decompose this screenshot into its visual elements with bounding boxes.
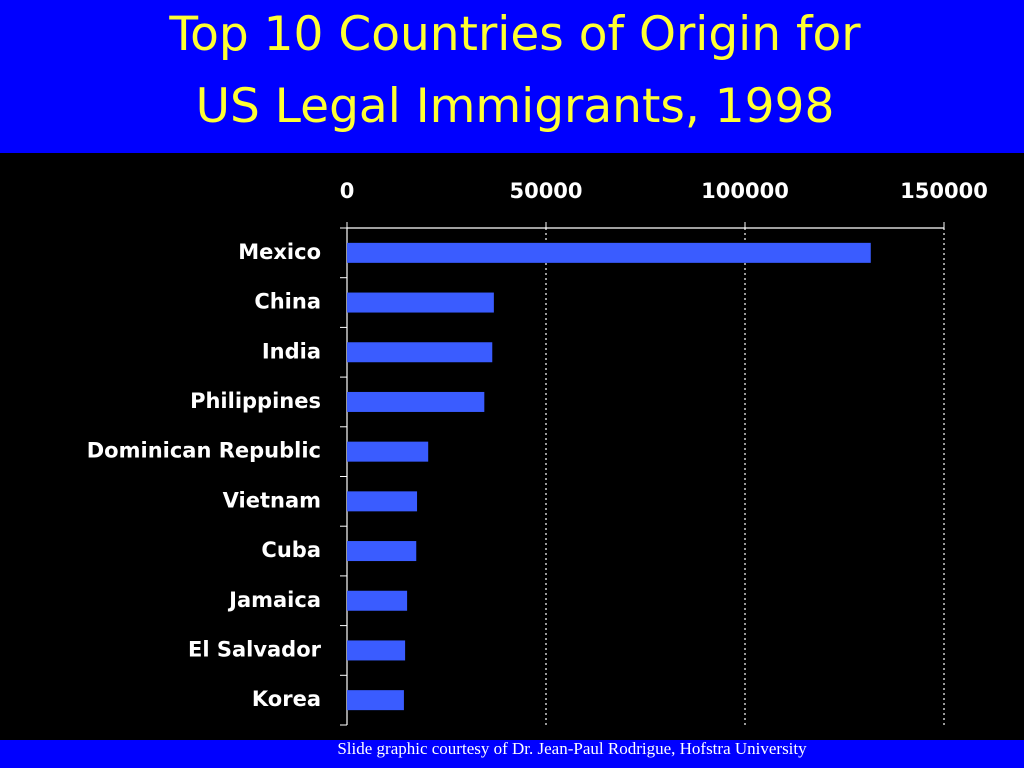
chart-title: Top 10 Countries of Origin for (168, 7, 861, 62)
y-tick-label: China (254, 290, 321, 314)
bar (347, 292, 494, 313)
bar (347, 690, 404, 711)
bar (347, 640, 406, 661)
bar (347, 491, 418, 512)
bar (347, 590, 408, 611)
y-tick-label: Korea (252, 687, 321, 711)
y-tick-label: El Salvador (188, 637, 322, 661)
bar (347, 541, 417, 562)
footer-band (0, 740, 1024, 768)
y-tick-label: Mexico (238, 240, 321, 264)
x-tick-label: 50000 (509, 179, 582, 203)
bar (347, 391, 485, 412)
chart-title: US Legal Immigrants, 1998 (196, 79, 835, 134)
x-tick-label: 100000 (701, 179, 789, 203)
x-tick-label: 0 (340, 179, 355, 203)
title-band (0, 0, 1024, 153)
bar (347, 242, 871, 263)
y-tick-label: India (262, 339, 321, 363)
source-note: Slide graphic courtesy of Dr. Jean-Paul … (337, 739, 807, 758)
bar (347, 441, 429, 462)
x-tick-label: 150000 (900, 179, 988, 203)
bar (347, 342, 493, 363)
y-tick-label: Philippines (190, 389, 321, 413)
y-tick-label: Dominican Republic (87, 439, 321, 463)
y-tick-label: Cuba (261, 538, 321, 562)
y-tick-label: Vietnam (223, 488, 321, 512)
y-tick-label: Jamaica (227, 588, 321, 612)
